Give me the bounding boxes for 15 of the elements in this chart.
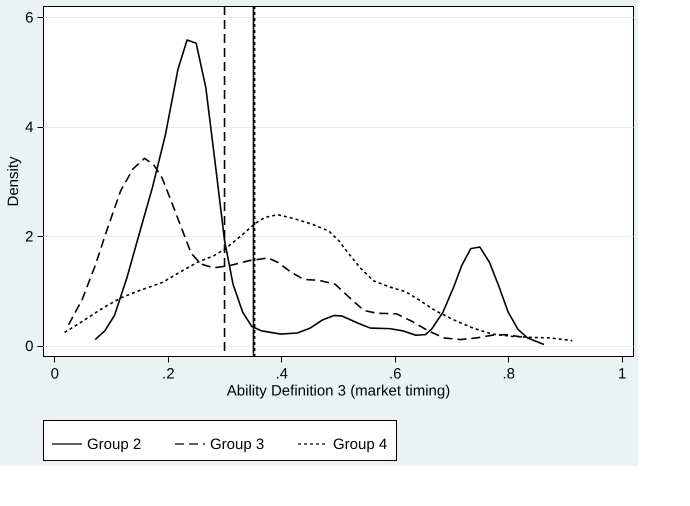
legend-label: Group 3 [210,436,264,453]
x-tick-label: 1 [618,366,626,382]
legend-label: Group 4 [333,436,388,453]
y-tick-label: 2 [25,228,34,246]
y-tick-label: 6 [25,9,34,26]
x-tick-label: .2 [162,366,175,382]
x-tick-label: .6 [388,366,402,382]
y-tick-label: 0 [25,338,34,356]
y-axis-title: Density [5,156,22,207]
legend-label: Group 2 [87,436,142,453]
y-tick-label: 4 [25,119,34,136]
x-axis-title: Ability Definition 3 (market timing) [226,382,450,400]
x-tick-label: 0 [50,366,60,382]
x-tick-label: .4 [276,366,288,382]
x-tick-label: .8 [502,366,515,382]
